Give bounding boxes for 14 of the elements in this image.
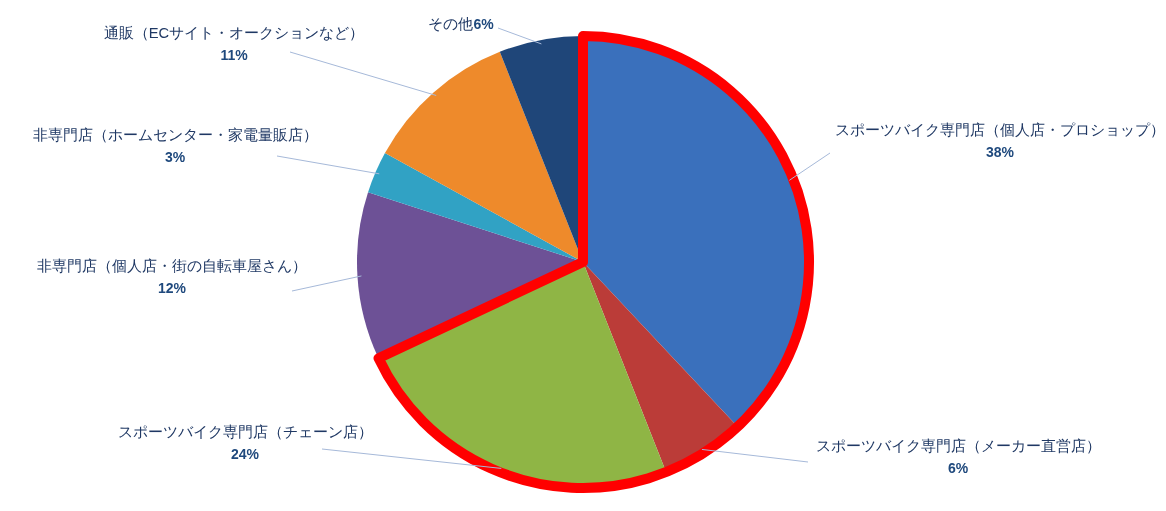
- slice-label: スポーツバイク専門店（メーカー直営店）: [815, 438, 1101, 454]
- slice-label: 非専門店（ホームセンター・家電量販店）: [32, 127, 318, 143]
- data-label: 24%: [230, 446, 260, 462]
- slice-label: 通販（ECサイト・オークションなど）: [103, 25, 365, 41]
- slice-label: その他: [428, 16, 474, 32]
- data-label: 3%: [164, 149, 186, 165]
- slice-label: スポーツバイク専門店（個人店・プロショップ）: [835, 122, 1165, 138]
- data-label: 12%: [157, 280, 187, 296]
- slice-label: 非専門店（個人店・街の自転車屋さん）: [37, 258, 307, 274]
- data-label: 6%: [473, 16, 495, 32]
- data-label: 6%: [947, 460, 969, 476]
- data-label: 38%: [985, 144, 1015, 160]
- data-label: 11%: [220, 47, 249, 63]
- slice-label: スポーツバイク専門店（チェーン店）: [117, 424, 373, 440]
